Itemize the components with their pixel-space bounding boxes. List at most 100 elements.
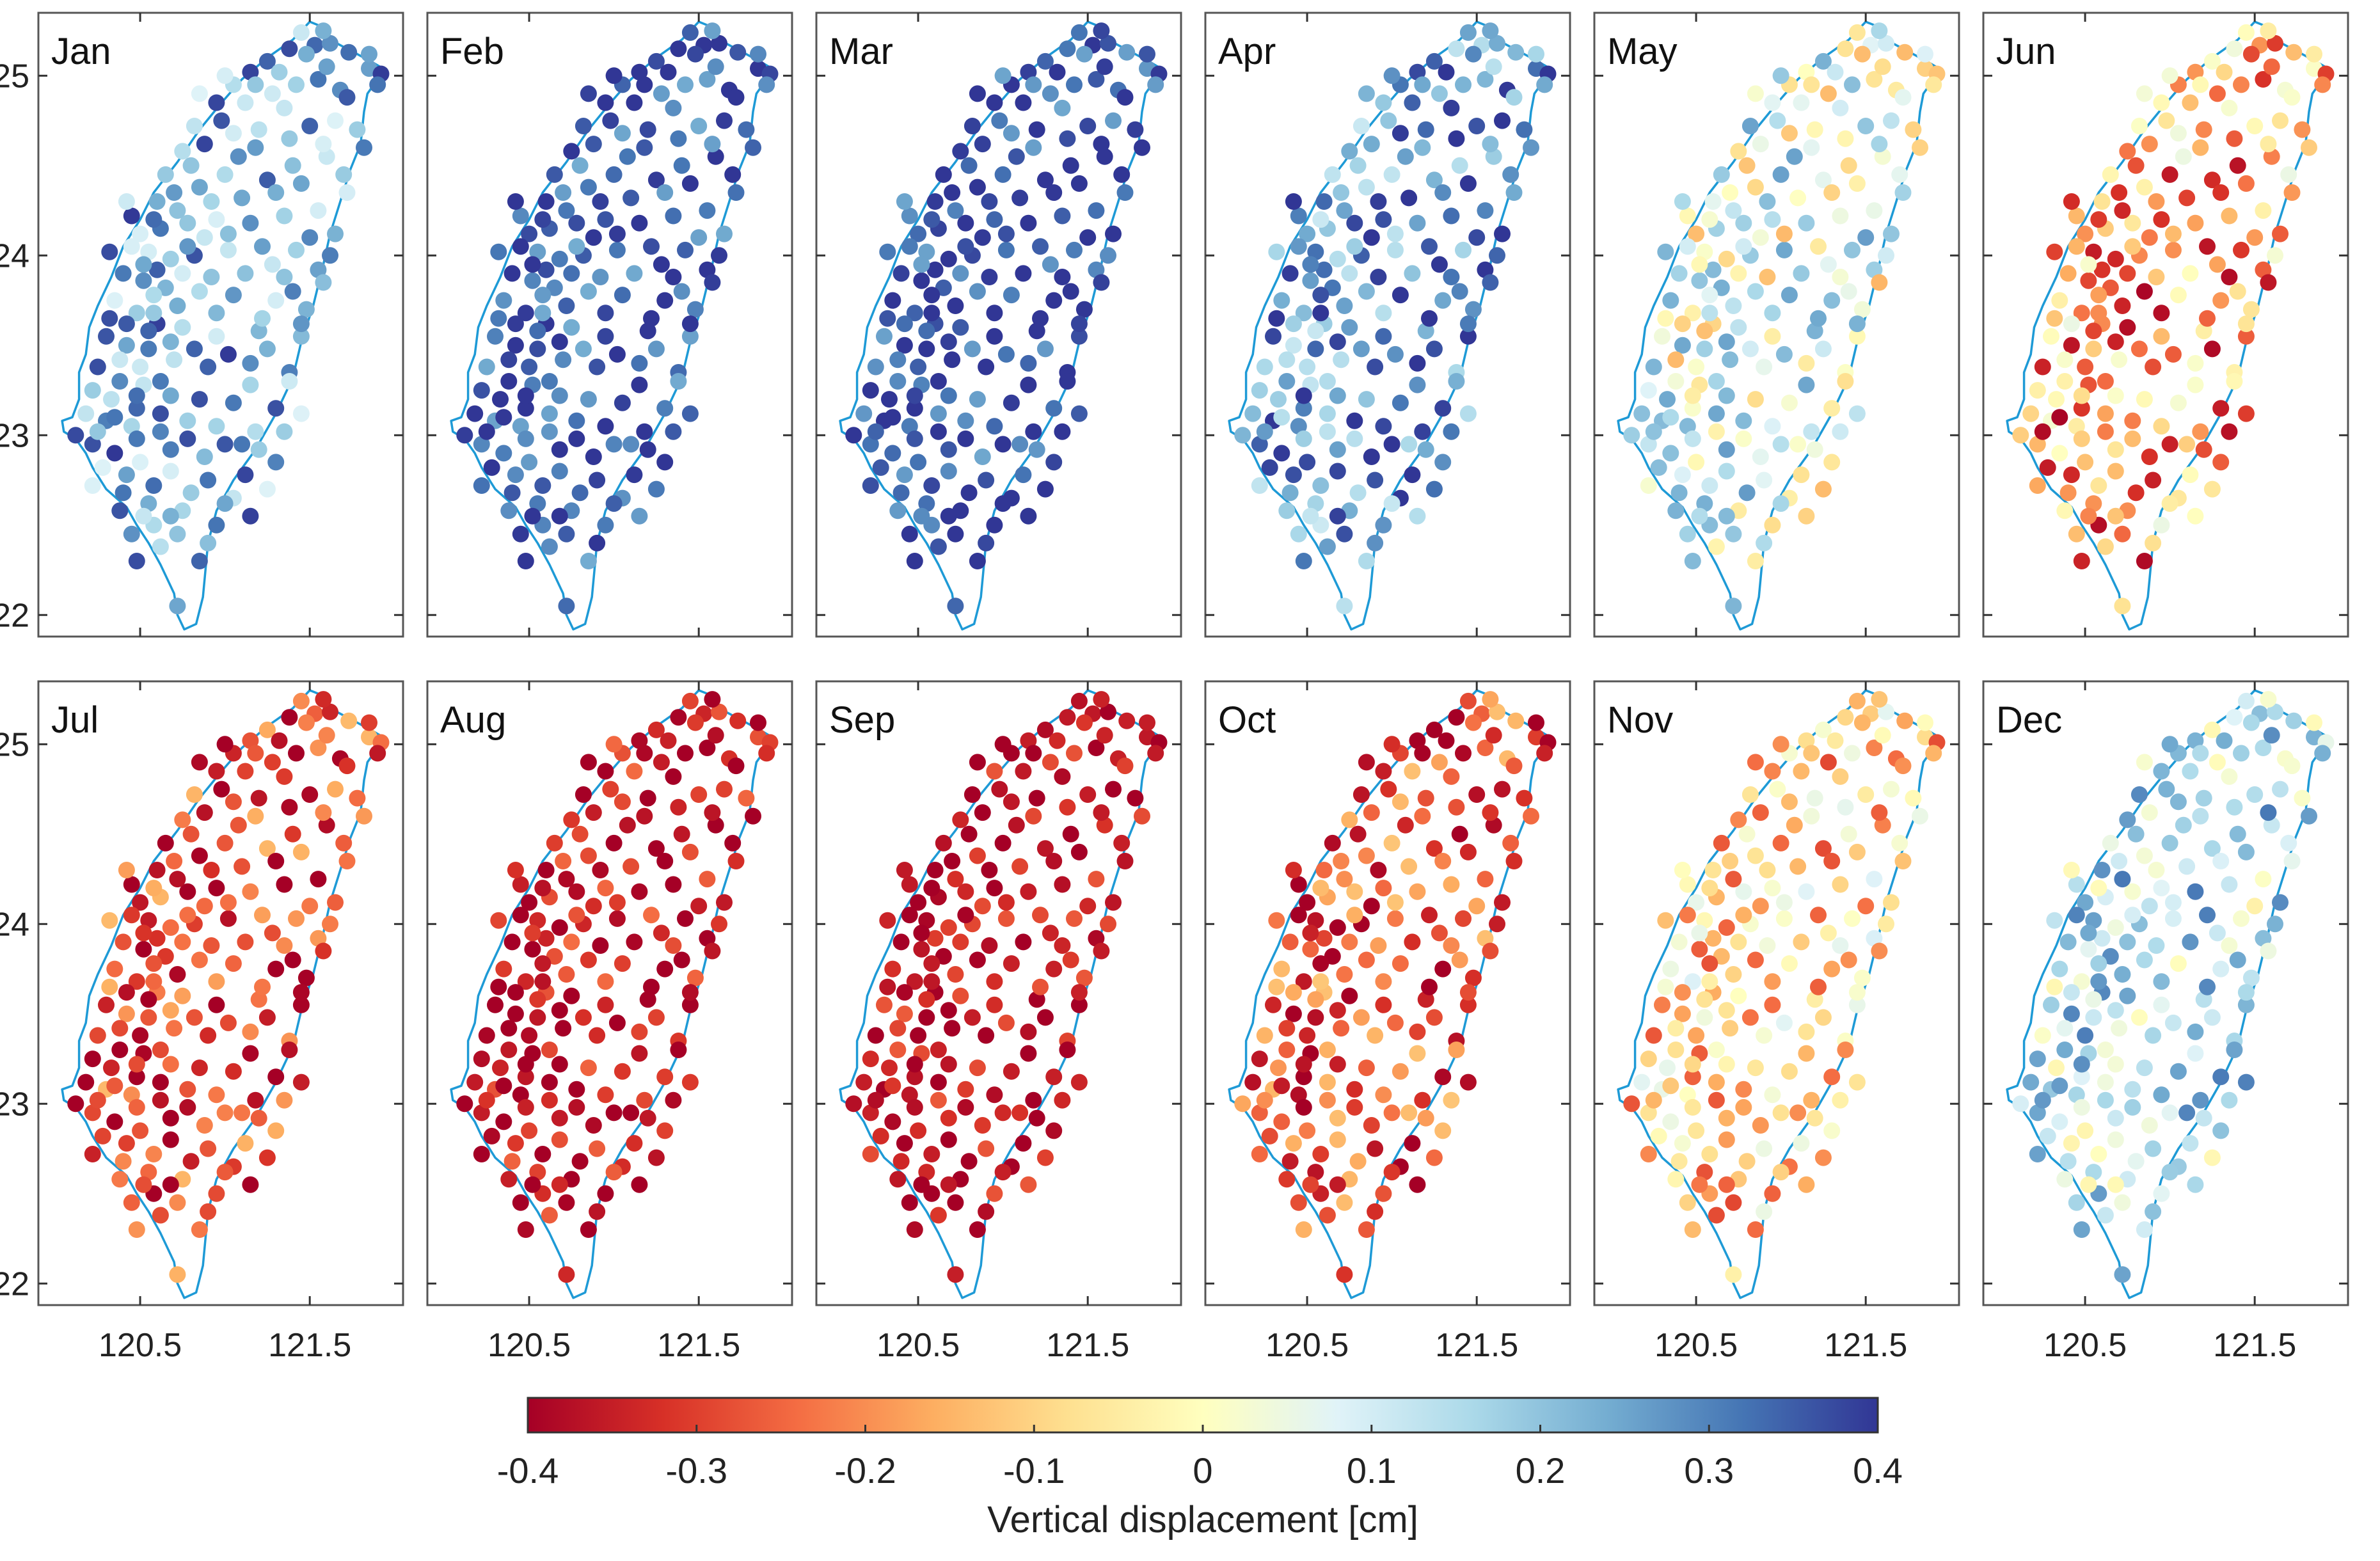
station-marker (534, 880, 551, 897)
station-marker (1459, 692, 1477, 709)
station-marker (2229, 283, 2246, 300)
station-marker (340, 44, 358, 61)
station-marker (1670, 1153, 1688, 1170)
station-marker (1667, 373, 1685, 390)
station-marker (1704, 862, 1722, 878)
station-marker (1464, 45, 1482, 63)
station-marker (504, 484, 521, 502)
station-marker (2114, 1194, 2131, 1211)
station-marker (2161, 834, 2178, 852)
station-marker (1302, 256, 1319, 273)
station-marker (157, 166, 174, 183)
station-marker (1367, 358, 1384, 376)
station-marker (504, 933, 521, 951)
station-marker (174, 319, 191, 336)
station-marker (2056, 373, 2074, 390)
station-marker (521, 1122, 538, 1139)
station-marker (2294, 789, 2311, 807)
station-marker (1769, 112, 1786, 129)
station-marker (2136, 951, 2153, 969)
station-marker (1640, 1104, 1657, 1121)
station-marker (1775, 1014, 1793, 1031)
station-marker (1353, 1009, 1370, 1026)
station-marker (1827, 63, 1844, 81)
station-marker (200, 1027, 217, 1044)
station-marker (862, 477, 879, 494)
station-marker (517, 1056, 534, 1073)
station-marker (1028, 441, 1045, 458)
station-marker (1654, 328, 1670, 345)
station-marker (597, 211, 614, 228)
station-marker (1793, 265, 1810, 282)
station-marker (111, 502, 129, 519)
station-marker (196, 1117, 213, 1134)
station-marker (1781, 125, 1798, 142)
station-marker (466, 1074, 484, 1091)
station-marker (1848, 996, 1866, 1013)
station-marker (1383, 736, 1400, 753)
station-marker (1798, 732, 1815, 749)
station-marker (521, 894, 538, 911)
station-marker (1386, 241, 1404, 258)
station-marker (281, 40, 298, 58)
station-marker (2182, 265, 2199, 282)
station-marker (145, 211, 163, 228)
station-marker (639, 322, 656, 340)
station-marker (981, 193, 998, 210)
station-marker (492, 391, 509, 408)
station-marker (1036, 340, 1054, 358)
station-marker (597, 973, 614, 990)
station-marker (2090, 211, 2107, 228)
x-tick-label: 121.5 (657, 1327, 740, 1364)
station-marker (219, 345, 237, 363)
station-marker (2093, 193, 2111, 210)
station-marker (1803, 807, 1820, 825)
station-marker (483, 459, 500, 476)
station-marker (940, 250, 957, 267)
station-marker (132, 894, 149, 911)
station-marker (128, 1098, 145, 1116)
station-marker (940, 507, 957, 525)
station-marker (1494, 780, 1511, 798)
panel-apr: Apr (1204, 12, 1571, 638)
station-marker (568, 883, 585, 900)
station-marker (162, 333, 179, 351)
station-marker (974, 1117, 991, 1134)
station-marker (1295, 430, 1312, 447)
station-marker (318, 816, 335, 834)
station-marker (1832, 876, 1849, 893)
station-marker (681, 328, 699, 345)
station-marker (986, 996, 1003, 1013)
station-marker (1329, 1056, 1346, 1073)
station-marker (1853, 45, 1871, 63)
month-label: Dec (1996, 699, 2062, 741)
station-marker (1386, 894, 1404, 911)
station-marker (2175, 816, 2192, 834)
station-marker (1516, 121, 1533, 138)
station-marker (1358, 85, 1375, 102)
station-marker (208, 328, 225, 345)
station-marker (1096, 58, 1113, 75)
station-marker (2124, 412, 2141, 429)
station-marker (862, 1146, 879, 1162)
station-marker (727, 184, 745, 201)
station-marker (1883, 780, 1900, 798)
station-marker (179, 907, 196, 924)
station-marker (1844, 745, 1860, 762)
station-marker (656, 960, 674, 978)
station-marker (1468, 118, 1486, 134)
station-marker (2043, 996, 2059, 1013)
coastline (1228, 689, 1555, 1299)
month-label: Mar (829, 31, 893, 72)
station-marker (546, 166, 563, 183)
station-marker (123, 1086, 140, 1104)
station-marker (1837, 1042, 1854, 1058)
station-marker (2187, 376, 2204, 393)
station-marker (191, 1059, 208, 1077)
station-marker (636, 807, 653, 825)
station-marker (1482, 942, 1499, 960)
station-marker (1670, 933, 1688, 951)
station-marker (602, 112, 619, 129)
station-marker (918, 912, 935, 929)
station-marker (665, 207, 682, 225)
